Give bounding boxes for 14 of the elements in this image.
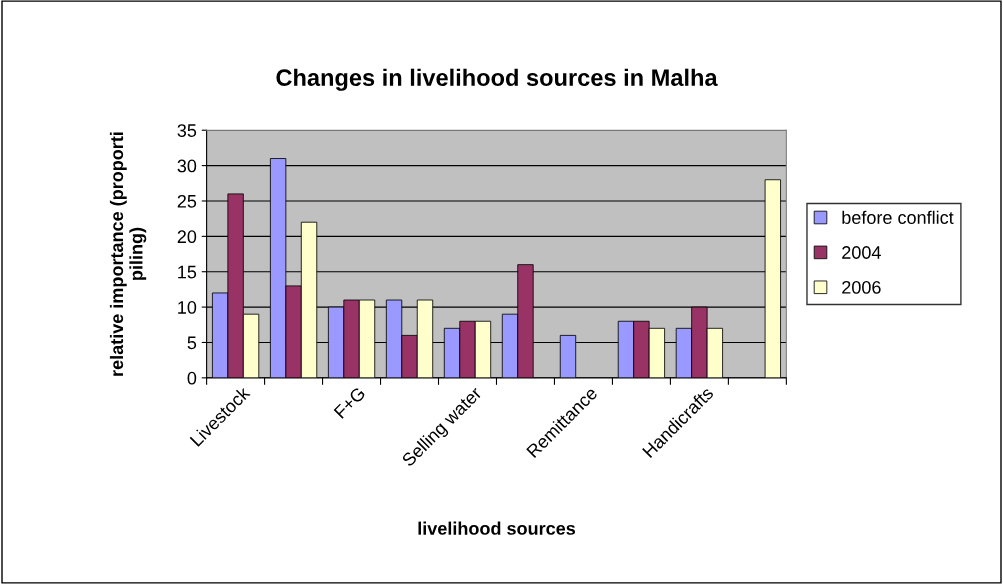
y-tick-label: 25 — [177, 194, 197, 208]
legend-label: before conflict — [842, 210, 954, 224]
y-tick-label: 30 — [177, 159, 197, 173]
legend-label: 2004 — [842, 246, 881, 259]
legend-label: 2006 — [842, 280, 881, 294]
y-axis-title: relative importance (proporti piling) — [109, 132, 147, 376]
y-tick-label: 5 — [187, 336, 197, 350]
x-axis-title: livelihood sources — [418, 521, 576, 535]
y-tick-label: 35 — [177, 124, 197, 137]
y-tick-label: 20 — [177, 230, 197, 244]
y-tick-label: 10 — [178, 301, 197, 314]
y-tick-label: 15 — [178, 265, 197, 279]
chart-title: Changes in livelihood sources in Malha — [276, 68, 718, 91]
y-tick-label: 0 — [187, 371, 197, 385]
